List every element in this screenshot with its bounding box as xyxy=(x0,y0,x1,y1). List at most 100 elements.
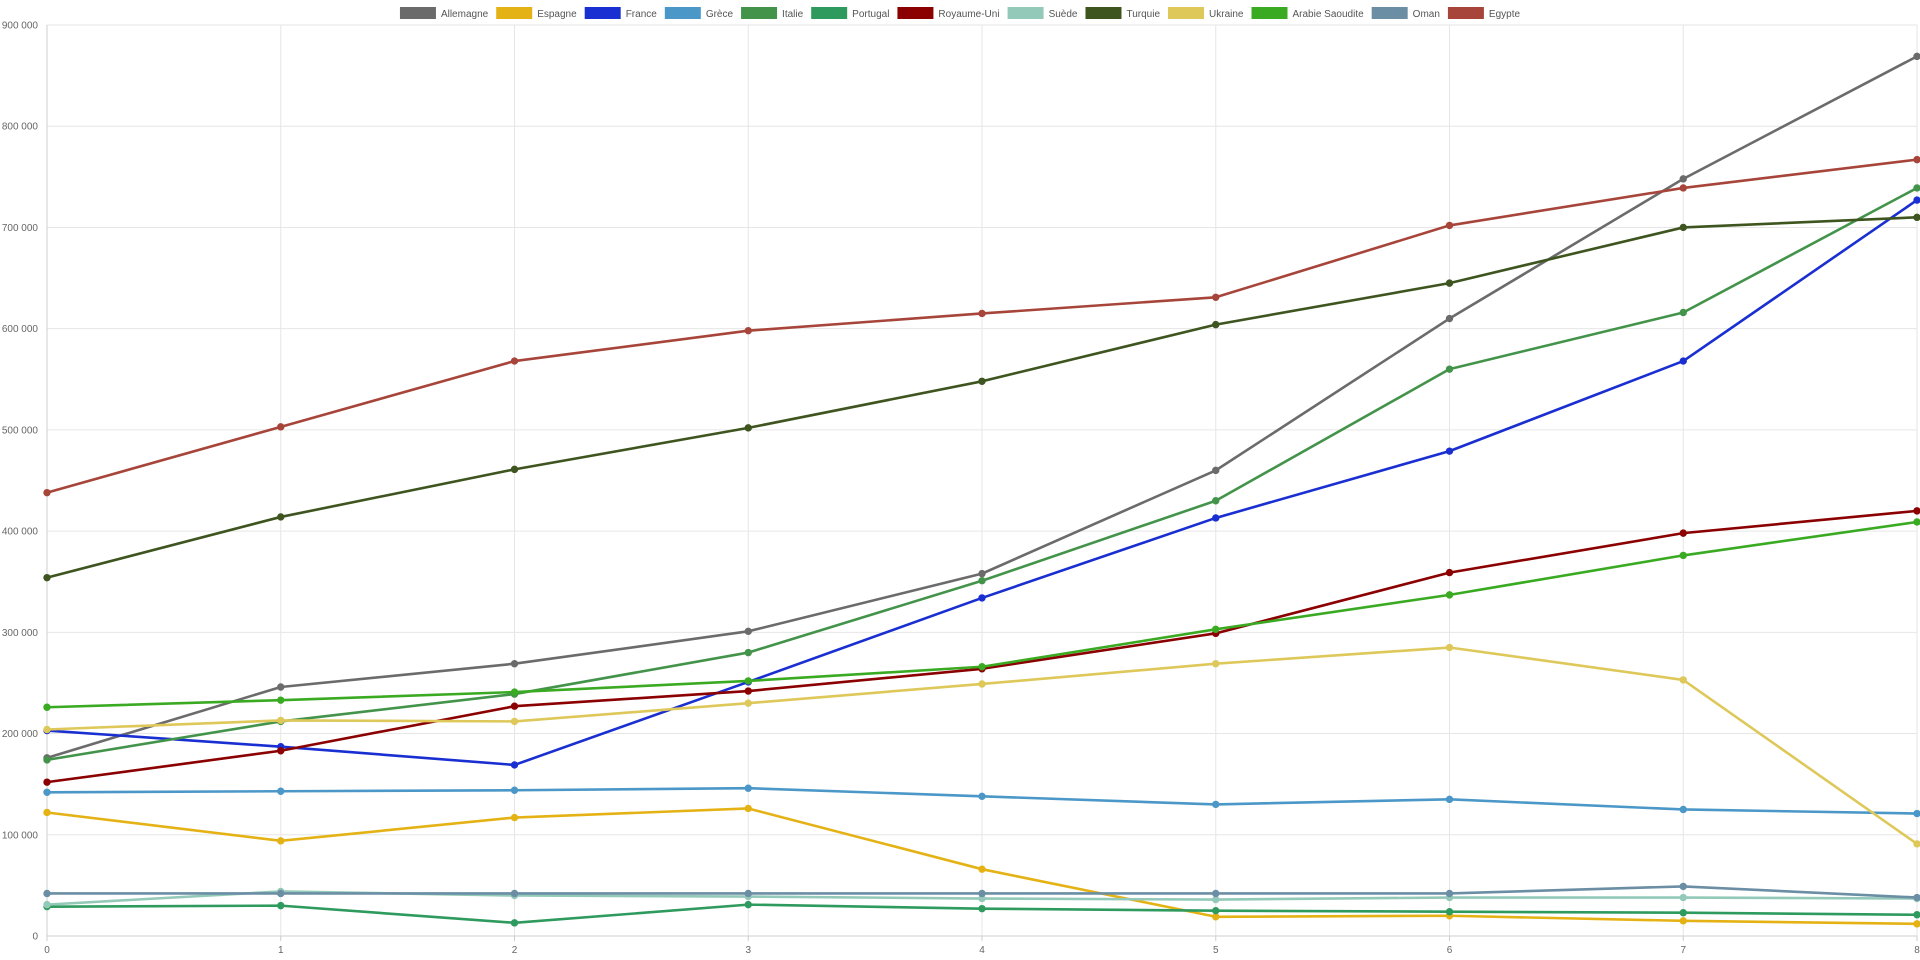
data-point[interactable] xyxy=(277,716,285,725)
data-point[interactable] xyxy=(1913,52,1920,61)
data-point[interactable] xyxy=(744,687,752,695)
data-point[interactable] xyxy=(43,573,51,582)
data-point[interactable] xyxy=(1445,279,1454,287)
data-point[interactable] xyxy=(510,919,519,927)
legend-item[interactable]: Espagne xyxy=(496,7,577,20)
data-point[interactable] xyxy=(277,683,285,691)
legend-item[interactable]: Grèce xyxy=(664,7,734,20)
data-point[interactable] xyxy=(1913,809,1920,818)
legend-item[interactable]: Arabie Saoudite xyxy=(1251,7,1365,20)
data-point[interactable] xyxy=(1913,507,1920,515)
data-point[interactable] xyxy=(744,784,752,792)
data-point[interactable] xyxy=(744,900,752,909)
data-point[interactable] xyxy=(1212,895,1220,904)
data-point[interactable] xyxy=(1913,893,1920,902)
data-point[interactable] xyxy=(1212,913,1220,921)
data-point[interactable] xyxy=(1679,175,1687,183)
data-point[interactable] xyxy=(510,702,519,710)
data-point[interactable] xyxy=(1445,591,1454,599)
data-point[interactable] xyxy=(978,309,986,318)
data-point[interactable] xyxy=(1913,911,1920,919)
data-point[interactable] xyxy=(43,488,51,497)
legend-item[interactable]: Allemagne xyxy=(399,7,489,20)
data-point[interactable] xyxy=(1445,889,1454,898)
data-point[interactable] xyxy=(978,594,986,602)
data-point[interactable] xyxy=(510,465,519,474)
data-point[interactable] xyxy=(978,792,986,801)
data-point[interactable] xyxy=(1913,155,1920,164)
data-point[interactable] xyxy=(978,865,986,873)
data-point[interactable] xyxy=(1445,365,1454,373)
data-point[interactable] xyxy=(978,680,986,688)
legend-item[interactable]: Suède xyxy=(1007,7,1078,20)
data-point[interactable] xyxy=(978,663,986,671)
data-point[interactable] xyxy=(43,725,51,734)
data-point[interactable] xyxy=(43,756,51,764)
data-point[interactable] xyxy=(978,569,986,578)
data-point[interactable] xyxy=(510,761,519,769)
data-point[interactable] xyxy=(510,786,519,794)
data-point[interactable] xyxy=(1679,357,1687,365)
data-point[interactable] xyxy=(43,808,51,817)
data-point[interactable] xyxy=(1445,643,1454,652)
data-point[interactable] xyxy=(43,703,51,711)
legend-item[interactable]: Oman xyxy=(1371,7,1440,20)
data-point[interactable] xyxy=(1212,514,1220,522)
data-point[interactable] xyxy=(43,788,51,796)
data-point[interactable] xyxy=(744,627,752,636)
legend-item[interactable]: Royaume-Uni xyxy=(897,7,1000,20)
data-point[interactable] xyxy=(43,889,51,898)
legend-item[interactable]: Turquie xyxy=(1085,7,1160,20)
data-point[interactable] xyxy=(510,813,519,822)
data-point[interactable] xyxy=(1913,840,1920,848)
legend-item[interactable]: France xyxy=(584,7,658,20)
data-point[interactable] xyxy=(277,696,285,704)
data-point[interactable] xyxy=(744,889,752,898)
data-point[interactable] xyxy=(978,377,986,386)
data-point[interactable] xyxy=(1679,529,1687,537)
data-point[interactable] xyxy=(1679,223,1687,232)
data-point[interactable] xyxy=(1679,676,1687,684)
data-point[interactable] xyxy=(1913,213,1920,222)
data-point[interactable] xyxy=(1913,184,1920,192)
data-point[interactable] xyxy=(978,904,986,913)
data-point[interactable] xyxy=(744,648,752,657)
data-point[interactable] xyxy=(277,901,285,910)
data-point[interactable] xyxy=(1679,882,1687,891)
data-point[interactable] xyxy=(1679,917,1687,925)
data-point[interactable] xyxy=(978,889,986,898)
data-point[interactable] xyxy=(1212,466,1220,475)
data-point[interactable] xyxy=(277,747,285,755)
data-point[interactable] xyxy=(744,677,752,685)
legend-item[interactable]: Ukraine xyxy=(1168,7,1244,20)
data-point[interactable] xyxy=(1212,660,1220,668)
data-point[interactable] xyxy=(1212,800,1220,809)
data-point[interactable] xyxy=(1679,805,1687,814)
data-point[interactable] xyxy=(1445,221,1454,230)
data-point[interactable] xyxy=(744,326,752,335)
legend-item[interactable]: Egypte xyxy=(1447,7,1521,20)
data-point[interactable] xyxy=(277,889,285,898)
data-point[interactable] xyxy=(1913,518,1920,526)
data-point[interactable] xyxy=(1913,196,1920,204)
legend-item[interactable]: Italie xyxy=(741,7,804,20)
data-point[interactable] xyxy=(978,577,986,585)
data-point[interactable] xyxy=(43,900,51,909)
data-point[interactable] xyxy=(1212,906,1220,915)
data-point[interactable] xyxy=(277,787,285,795)
data-point[interactable] xyxy=(1212,625,1220,633)
data-point[interactable] xyxy=(1212,293,1220,301)
data-point[interactable] xyxy=(744,424,752,432)
data-point[interactable] xyxy=(277,423,285,431)
data-point[interactable] xyxy=(1679,893,1687,902)
data-point[interactable] xyxy=(1445,314,1454,323)
data-point[interactable] xyxy=(1212,889,1220,898)
data-point[interactable] xyxy=(1212,497,1220,505)
data-point[interactable] xyxy=(277,513,285,521)
legend-item[interactable]: Portugal xyxy=(811,7,889,20)
data-point[interactable] xyxy=(1212,320,1220,329)
data-point[interactable] xyxy=(1445,908,1454,916)
data-point[interactable] xyxy=(277,837,285,845)
data-point[interactable] xyxy=(1445,795,1454,804)
data-point[interactable] xyxy=(1445,568,1454,577)
